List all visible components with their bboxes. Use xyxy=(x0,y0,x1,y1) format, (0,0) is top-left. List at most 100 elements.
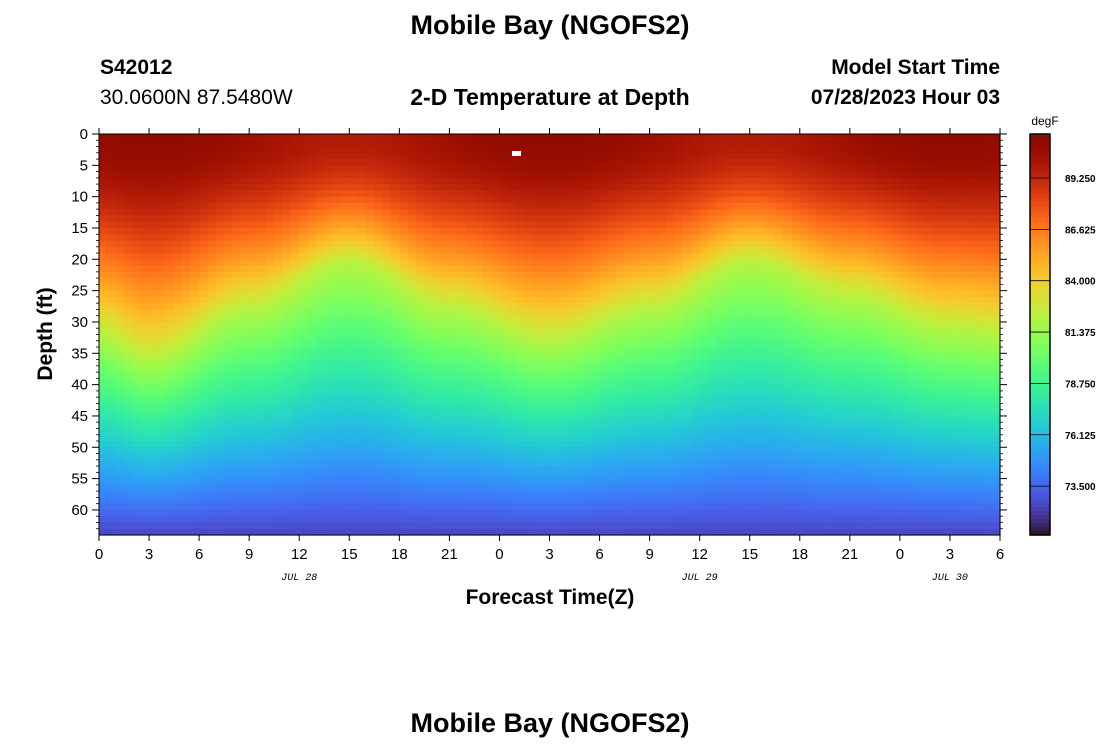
heatmap-cell xyxy=(624,240,634,248)
heatmap-cell xyxy=(666,447,676,455)
heatmap-cell xyxy=(315,240,325,248)
heatmap-cell xyxy=(524,284,534,292)
heatmap-cell xyxy=(632,378,642,386)
heatmap-cell xyxy=(349,372,359,379)
heatmap-cell xyxy=(357,453,367,461)
heatmap-cell xyxy=(349,453,359,461)
heatmap-cell xyxy=(124,459,133,467)
heatmap-cell xyxy=(641,478,651,486)
heatmap-cell xyxy=(132,397,142,405)
heatmap-cell xyxy=(182,184,192,191)
heatmap-cell xyxy=(424,177,434,185)
heatmap-cell xyxy=(299,296,309,304)
heatmap-cell xyxy=(708,177,717,185)
heatmap-cell xyxy=(307,478,317,486)
heatmap-cell xyxy=(549,159,559,166)
heatmap-cell xyxy=(232,497,242,505)
heatmap-cell xyxy=(666,340,676,348)
heatmap-cell xyxy=(190,171,200,179)
heatmap-cell xyxy=(599,428,609,436)
heatmap-cell xyxy=(541,303,551,311)
heatmap-cell xyxy=(724,321,734,329)
heatmap-cell xyxy=(249,303,259,311)
heatmap-cell xyxy=(507,202,517,210)
heatmap-cell xyxy=(357,478,367,486)
heatmap-cell xyxy=(107,516,117,524)
heatmap-cell xyxy=(274,484,284,492)
heatmap-cell xyxy=(708,459,717,467)
heatmap-cell xyxy=(566,372,576,379)
heatmap-cell xyxy=(599,347,609,354)
heatmap-cell xyxy=(541,259,551,267)
heatmap-cell xyxy=(107,359,117,367)
heatmap-cell xyxy=(299,484,309,492)
heatmap-cell xyxy=(174,209,184,217)
heatmap-cell xyxy=(682,296,692,304)
heatmap-cell xyxy=(682,372,692,379)
heatmap-cell xyxy=(432,522,442,530)
heatmap-cell xyxy=(407,315,417,323)
heatmap-cell xyxy=(607,340,617,348)
heatmap-cell xyxy=(207,246,217,254)
heatmap-cell xyxy=(324,309,334,317)
heatmap-cell xyxy=(641,522,651,530)
heatmap-cell xyxy=(257,152,267,160)
heatmap-cell xyxy=(416,428,425,436)
heatmap-cell xyxy=(424,340,434,348)
heatmap-cell xyxy=(549,202,559,210)
heatmap-cell xyxy=(399,359,409,367)
heatmap-cell xyxy=(466,447,476,455)
heatmap-cell xyxy=(282,422,292,430)
heatmap-cell xyxy=(257,271,267,279)
heatmap-cell xyxy=(616,472,626,480)
heatmap-cell xyxy=(616,134,626,141)
heatmap-cell xyxy=(182,497,192,505)
heatmap-cell xyxy=(290,484,300,492)
heatmap-cell xyxy=(474,491,484,499)
heatmap-cell xyxy=(307,303,317,311)
heatmap-cell xyxy=(741,384,751,392)
heatmap-cell xyxy=(332,171,342,179)
heatmap-cell xyxy=(224,134,234,141)
heatmap-cell xyxy=(149,284,158,292)
heatmap-cell xyxy=(641,434,651,442)
heatmap-cell xyxy=(99,146,108,154)
heatmap-cell xyxy=(332,321,342,329)
heatmap-cell xyxy=(407,253,417,260)
heatmap-cell xyxy=(549,503,559,511)
heatmap-cell xyxy=(190,390,200,398)
heatmap-cell xyxy=(140,390,150,398)
heatmap-cell xyxy=(624,503,634,511)
heatmap-cell xyxy=(666,478,676,486)
heatmap-cell xyxy=(674,159,684,166)
heatmap-cell xyxy=(716,491,726,499)
heatmap-cell xyxy=(416,384,425,392)
heatmap-cell xyxy=(516,359,526,367)
heatmap-cell xyxy=(491,528,501,536)
heatmap-cell xyxy=(115,516,125,524)
heatmap-cell xyxy=(457,478,467,486)
heatmap-cell xyxy=(140,365,150,373)
heatmap-cell xyxy=(140,177,150,185)
heatmap-cell xyxy=(491,146,501,154)
heatmap-cell xyxy=(682,253,692,260)
heatmap-cell xyxy=(265,152,275,160)
heatmap-cell xyxy=(199,484,209,492)
heatmap-cell xyxy=(582,184,592,191)
heatmap-cell xyxy=(641,152,651,160)
heatmap-cell xyxy=(307,221,317,229)
heatmap-cell xyxy=(382,152,392,160)
heatmap-cell xyxy=(107,171,117,179)
heatmap-cell xyxy=(199,434,209,442)
heatmap-cell xyxy=(357,221,367,229)
heatmap-cell xyxy=(441,290,450,298)
heatmap-cell xyxy=(374,403,384,411)
heatmap-cell xyxy=(607,227,617,235)
heatmap-cell xyxy=(149,522,158,530)
heatmap-cell xyxy=(315,165,325,173)
heatmap-cell xyxy=(441,265,450,273)
heatmap-cell xyxy=(190,146,200,154)
heatmap-cell xyxy=(357,296,367,304)
heatmap-cell xyxy=(282,190,292,198)
heatmap-cell xyxy=(382,265,392,273)
